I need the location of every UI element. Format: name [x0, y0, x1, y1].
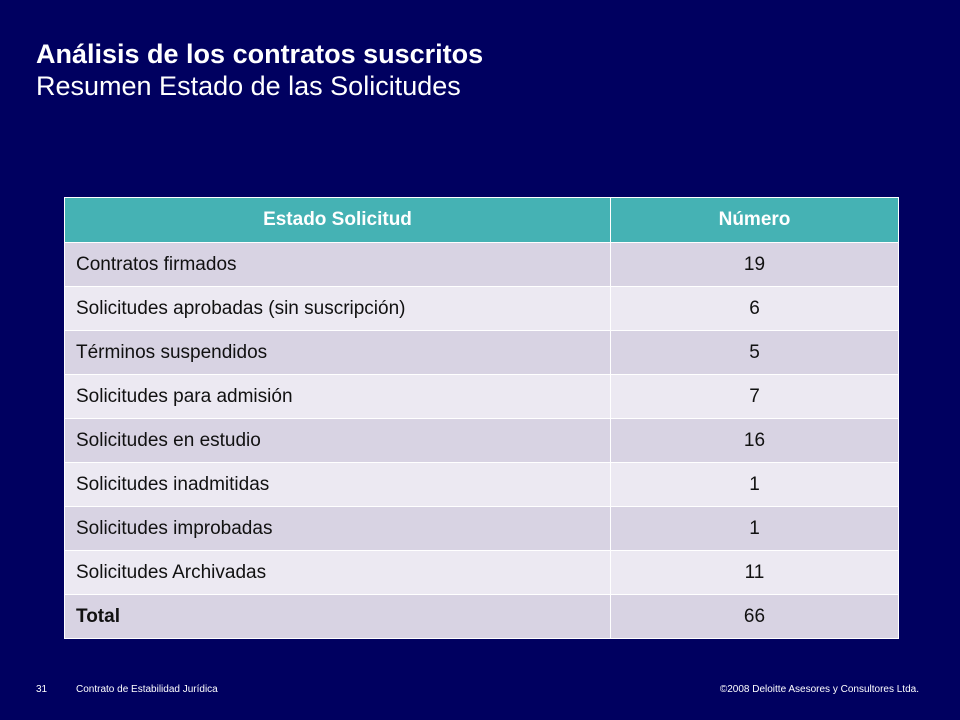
slide-title: Análisis de los contratos suscritos — [36, 39, 484, 69]
table-header-row: Estado Solicitud Número — [64, 197, 899, 243]
row-label: Solicitudes improbadas — [64, 506, 611, 551]
row-label: Solicitudes aprobadas (sin suscripción) — [64, 286, 611, 331]
page-number: 31 — [36, 684, 48, 695]
row-value: 7 — [610, 374, 899, 419]
table-row: Solicitudes para admisión 7 — [64, 374, 899, 419]
document-name: Contrato de Estabilidad Jurídica — [76, 684, 218, 695]
table-row: Solicitudes Archivadas 11 — [64, 550, 899, 595]
row-value: 1 — [610, 506, 899, 551]
slide-subtitle: Resumen Estado de las Solicitudes — [36, 71, 461, 101]
row-value: 1 — [610, 462, 899, 507]
table-row: Solicitudes en estudio 16 — [64, 418, 899, 463]
status-table: Estado Solicitud Número Contratos firmad… — [64, 197, 899, 639]
table-row: Solicitudes improbadas 1 — [64, 506, 899, 551]
row-label: Contratos firmados — [64, 242, 611, 287]
table-row: Términos suspendidos 5 — [64, 330, 899, 375]
row-label: Términos suspendidos — [64, 330, 611, 375]
table-row: Contratos firmados 19 — [64, 242, 899, 287]
total-value: 66 — [610, 594, 899, 639]
table-row: Solicitudes aprobadas (sin suscripción) … — [64, 286, 899, 331]
total-label: Total — [64, 594, 611, 639]
status-table-container: Estado Solicitud Número Contratos firmad… — [64, 197, 899, 639]
row-label: Solicitudes en estudio — [64, 418, 611, 463]
table-total-row: Total 66 — [64, 594, 899, 639]
copyright-notice: ©2008 Deloitte Asesores y Consultores Lt… — [719, 684, 919, 695]
row-value: 16 — [610, 418, 899, 463]
row-label: Solicitudes inadmitidas — [64, 462, 611, 507]
row-value: 19 — [610, 242, 899, 287]
column-header-status: Estado Solicitud — [64, 197, 611, 243]
row-value: 11 — [610, 550, 899, 595]
row-value: 6 — [610, 286, 899, 331]
table-row: Solicitudes inadmitidas 1 — [64, 462, 899, 507]
row-value: 5 — [610, 330, 899, 375]
row-label: Solicitudes para admisión — [64, 374, 611, 419]
column-header-number: Número — [610, 197, 899, 243]
row-label: Solicitudes Archivadas — [64, 550, 611, 595]
